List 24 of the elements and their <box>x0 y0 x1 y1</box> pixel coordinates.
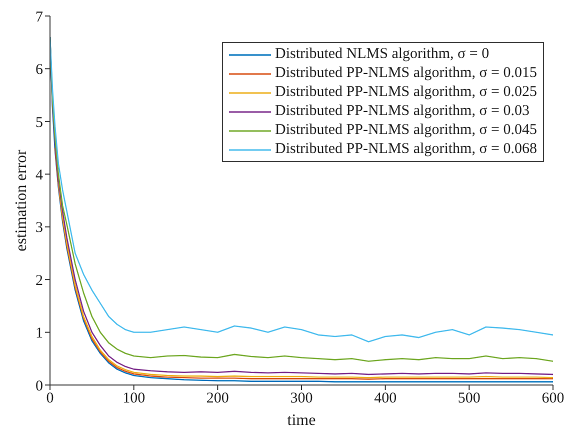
y-tick-label: 1 <box>36 326 43 342</box>
legend-label: Distributed PP-NLMS algorithm, σ = 0.068 <box>275 141 537 158</box>
y-tick-label: 3 <box>36 220 43 236</box>
y-tick-label: 7 <box>36 9 44 26</box>
y-tick-label: 2 <box>36 272 43 289</box>
y-tick-label: 6 <box>36 62 44 78</box>
y-tick-label: 0 <box>36 378 43 394</box>
y-axis-title: estimation error <box>13 148 30 252</box>
legend-label: Distributed PP-NLMS algorithm, σ = 0.015 <box>275 65 537 82</box>
legend-label: Distributed PP-NLMS algorithm, σ = 0.025 <box>275 84 537 101</box>
x-tick-label: 400 <box>374 390 397 407</box>
y-tick-label: 5 <box>36 114 43 131</box>
x-tick-label: 500 <box>458 390 480 407</box>
legend-label: Distributed NLMS algorithm, σ = 0 <box>275 46 490 63</box>
y-tick-label: 4 <box>36 167 44 184</box>
x-axis-title: time <box>287 412 316 429</box>
legend-label: Distributed PP-NLMS algorithm, σ = 0.045 <box>275 122 537 139</box>
x-tick-label: 600 <box>542 390 564 407</box>
x-tick-label: 200 <box>206 390 229 407</box>
line-series <box>58 181 553 378</box>
x-tick-label: 0 <box>46 390 54 407</box>
legend-label: Distributed PP-NLMS algorithm, σ = 0.03 <box>275 103 530 120</box>
x-tick-label: 100 <box>122 390 146 407</box>
x-tick-label: 300 <box>290 390 313 407</box>
